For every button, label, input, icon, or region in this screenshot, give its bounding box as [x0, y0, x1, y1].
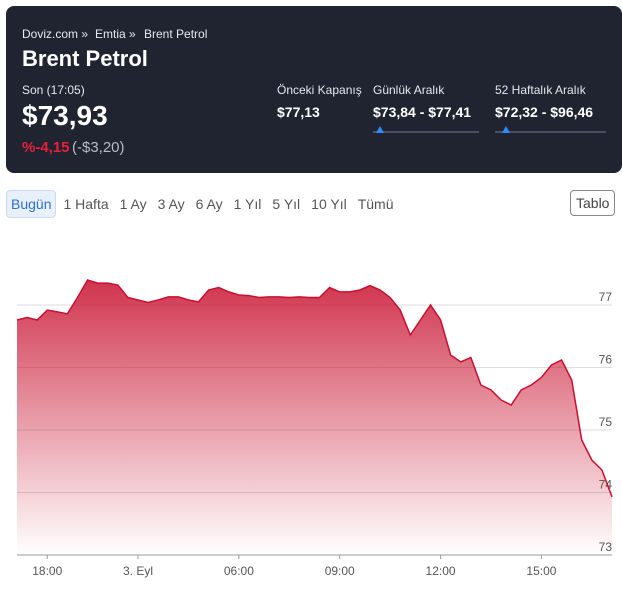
tab[interactable]: 1 Ay	[119, 196, 147, 212]
tab[interactable]: 10 Yıl	[311, 196, 347, 212]
range-marker	[376, 126, 384, 133]
title: Brent Petrol	[22, 46, 148, 71]
tab[interactable]: 6 Ay	[195, 196, 223, 212]
header-card: Doviz.com » Emtia » Brent Petrol Brent P…	[6, 6, 622, 173]
change-amount: (-$3,20)	[72, 139, 125, 156]
tab[interactable]: 1 Hafta	[63, 196, 109, 212]
range-bar	[495, 131, 606, 133]
range-marker	[502, 126, 510, 133]
tab[interactable]: 3 Ay	[157, 196, 185, 212]
x-tick-label: 09:00	[325, 564, 355, 578]
breadcrumb[interactable]: Brent Petrol	[144, 27, 208, 41]
tab[interactable]: Bugün	[6, 190, 57, 218]
stat-label: Günlük Aralık	[373, 83, 445, 97]
stat-value: $77,13	[277, 104, 320, 120]
x-tick-label: 3. Eyl	[123, 564, 153, 578]
y-tick-label: 75	[599, 415, 613, 429]
stat-label: 52 Haftalık Aralık	[495, 83, 586, 97]
change-percent: %-4,15	[22, 139, 70, 156]
x-tick-label: 06:00	[224, 564, 254, 578]
range-bar	[373, 131, 479, 133]
y-tick-label: 77	[599, 290, 613, 304]
y-tick-label: 76	[599, 353, 613, 367]
tab[interactable]: 5 Yıl	[272, 196, 301, 212]
stat-value: $72,32 - $96,46	[495, 104, 594, 120]
tab[interactable]: Tümü	[357, 196, 394, 212]
line	[16, 279, 613, 498]
stat-value: $73,84 - $77,41	[373, 104, 472, 120]
table-button[interactable]: Tablo	[570, 190, 616, 216]
stat-label: Önceki Kapanış	[277, 83, 362, 97]
tabs: Bugün 1 Hafta 1 Ay 3 Ay 6 Ay 1 Yıl 5 Yıl 10 Yıl…	[6, 190, 401, 218]
area	[17, 280, 612, 555]
price: $73,93	[22, 100, 108, 131]
time-label: Son (17:05)	[22, 83, 85, 97]
breadcrumb[interactable]: Doviz.com »	[22, 27, 89, 41]
chart: 737475767718:003. Eyl06:0009:0012:0015:0…	[16, 279, 613, 578]
x-tick-label: 12:00	[426, 564, 456, 578]
tab[interactable]: 1 Yıl	[233, 196, 262, 212]
breadcrumb[interactable]: Emtia »	[95, 27, 136, 41]
x-tick-label: 18:00	[32, 564, 62, 578]
x-tick-label: 15:00	[526, 564, 556, 578]
